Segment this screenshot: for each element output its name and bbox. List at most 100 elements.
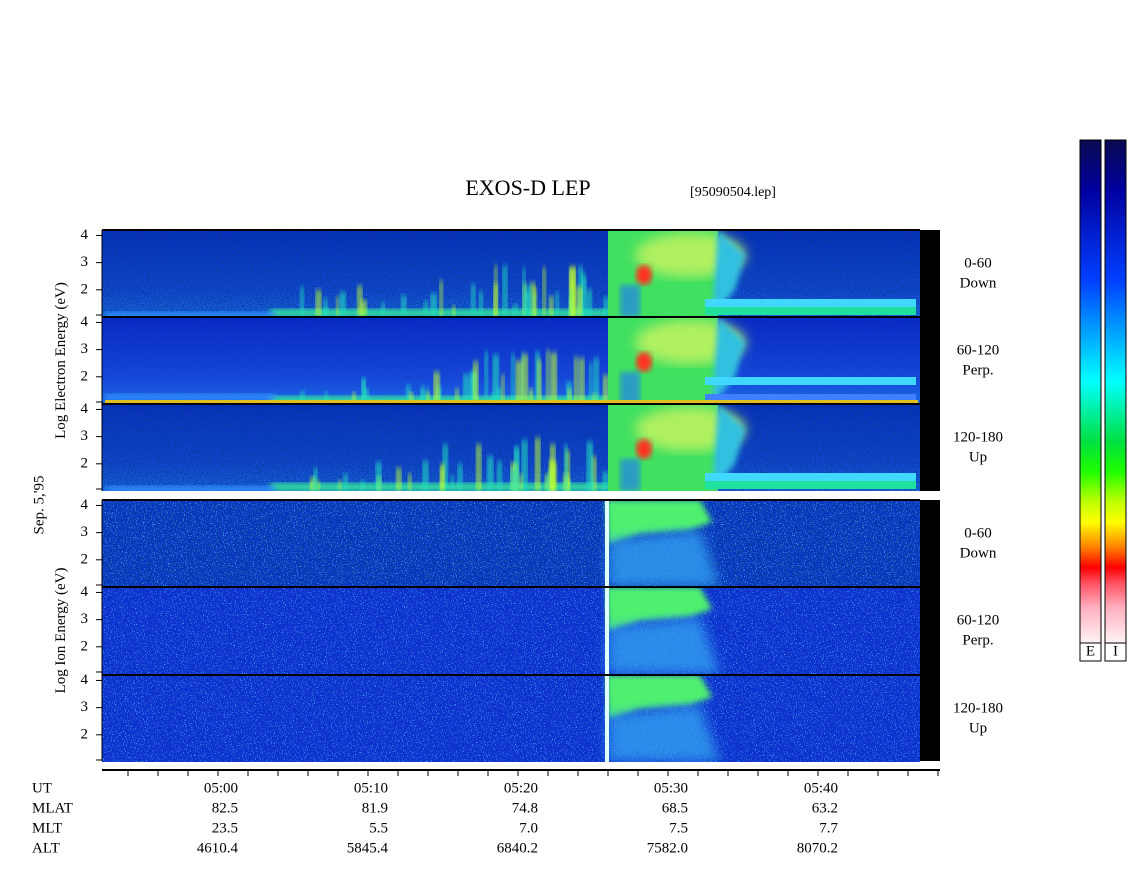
spike bbox=[422, 461, 429, 491]
color-bar bbox=[1104, 139, 1127, 644]
spike bbox=[430, 293, 437, 317]
spectrogram-panel bbox=[102, 587, 920, 674]
no-data-band bbox=[920, 500, 940, 761]
burst-edge bbox=[712, 404, 745, 491]
spike bbox=[533, 288, 538, 317]
row-value: 4610.4 bbox=[197, 840, 239, 856]
angle-label: Perp. bbox=[962, 632, 993, 648]
post-band bbox=[705, 299, 916, 307]
spike bbox=[591, 478, 595, 491]
spike bbox=[574, 357, 579, 404]
row-value: 68.5 bbox=[662, 800, 688, 816]
spike bbox=[478, 291, 483, 317]
row-value: 05:30 bbox=[654, 780, 688, 796]
spike bbox=[581, 276, 587, 317]
color-bar-label: I bbox=[1113, 643, 1118, 659]
spike bbox=[312, 475, 317, 491]
spike bbox=[496, 387, 502, 404]
spike bbox=[357, 285, 363, 317]
y-tick-label: 3 bbox=[81, 428, 89, 444]
speckle bbox=[102, 500, 920, 587]
spike bbox=[401, 295, 407, 317]
spike bbox=[455, 388, 459, 404]
spike bbox=[510, 468, 516, 491]
spike bbox=[316, 480, 321, 491]
spike bbox=[491, 393, 497, 404]
group-label-word: (eV) bbox=[53, 568, 69, 595]
row-value: 05:10 bbox=[354, 780, 388, 796]
spike bbox=[545, 476, 552, 491]
row-value: 05:00 bbox=[204, 780, 238, 796]
spike bbox=[339, 291, 346, 317]
y-tick-label: 2 bbox=[81, 281, 89, 297]
spectrogram-panel bbox=[102, 317, 920, 404]
row-value: 74.8 bbox=[512, 800, 538, 816]
spike bbox=[535, 437, 541, 491]
y-tick-label: 4 bbox=[81, 401, 89, 417]
spike bbox=[512, 304, 518, 317]
spike bbox=[501, 374, 505, 404]
speckle bbox=[102, 587, 920, 674]
angle-label: 60-120 bbox=[957, 342, 1000, 358]
spike bbox=[492, 354, 499, 404]
spike bbox=[426, 391, 430, 404]
row-value: 23.5 bbox=[212, 820, 238, 836]
row-label: UT bbox=[32, 780, 52, 796]
spike bbox=[423, 300, 428, 317]
group-label-word: Energy bbox=[53, 598, 69, 642]
burst-tail bbox=[608, 705, 720, 762]
spectrogram-panel bbox=[102, 675, 920, 762]
y-tick-label: 4 bbox=[81, 314, 89, 330]
angle-label: 0-60 bbox=[964, 525, 992, 541]
spike bbox=[502, 265, 508, 317]
spike bbox=[310, 477, 316, 491]
spike bbox=[529, 388, 534, 404]
spike bbox=[550, 352, 557, 404]
burst-hole bbox=[620, 459, 640, 491]
burst bbox=[606, 500, 712, 544]
row-label: MLT bbox=[32, 820, 62, 836]
spike bbox=[363, 388, 369, 404]
spike bbox=[603, 374, 609, 404]
low-band bbox=[105, 312, 275, 317]
spike bbox=[463, 374, 470, 404]
angle-label: Down bbox=[960, 275, 997, 291]
spike bbox=[586, 289, 592, 317]
spike bbox=[494, 265, 498, 317]
spike bbox=[519, 474, 523, 491]
group-label: Log Electron Energy (eV) bbox=[53, 282, 69, 439]
row-value: 7.0 bbox=[519, 820, 538, 836]
angle-label: Up bbox=[969, 449, 987, 465]
spike bbox=[315, 290, 322, 317]
spike bbox=[522, 354, 528, 404]
angle-label: 120-180 bbox=[953, 700, 1003, 716]
burst-hole bbox=[620, 372, 640, 404]
burst-tail bbox=[608, 530, 720, 587]
row-value: 05:40 bbox=[804, 780, 838, 796]
angle-label: 60-120 bbox=[957, 612, 1000, 628]
spike bbox=[548, 459, 555, 491]
row-label: MLAT bbox=[32, 800, 73, 816]
spike bbox=[406, 385, 411, 404]
post-band bbox=[705, 377, 916, 385]
low-band bbox=[105, 394, 275, 400]
edge bbox=[605, 587, 609, 674]
low-band bbox=[105, 486, 275, 491]
spike bbox=[409, 392, 414, 404]
angle-label: 120-180 bbox=[953, 429, 1003, 445]
spike bbox=[360, 480, 365, 491]
spike bbox=[440, 463, 445, 491]
spike bbox=[343, 473, 348, 491]
spike bbox=[522, 267, 526, 317]
spike bbox=[593, 357, 599, 404]
spike bbox=[555, 292, 559, 317]
row-value: 6840.2 bbox=[497, 840, 538, 856]
spike bbox=[511, 353, 515, 404]
spike bbox=[603, 297, 609, 317]
spike bbox=[579, 357, 585, 404]
burst-hole bbox=[620, 285, 640, 317]
burst-core bbox=[636, 352, 652, 372]
row-value: 8070.2 bbox=[797, 840, 838, 856]
